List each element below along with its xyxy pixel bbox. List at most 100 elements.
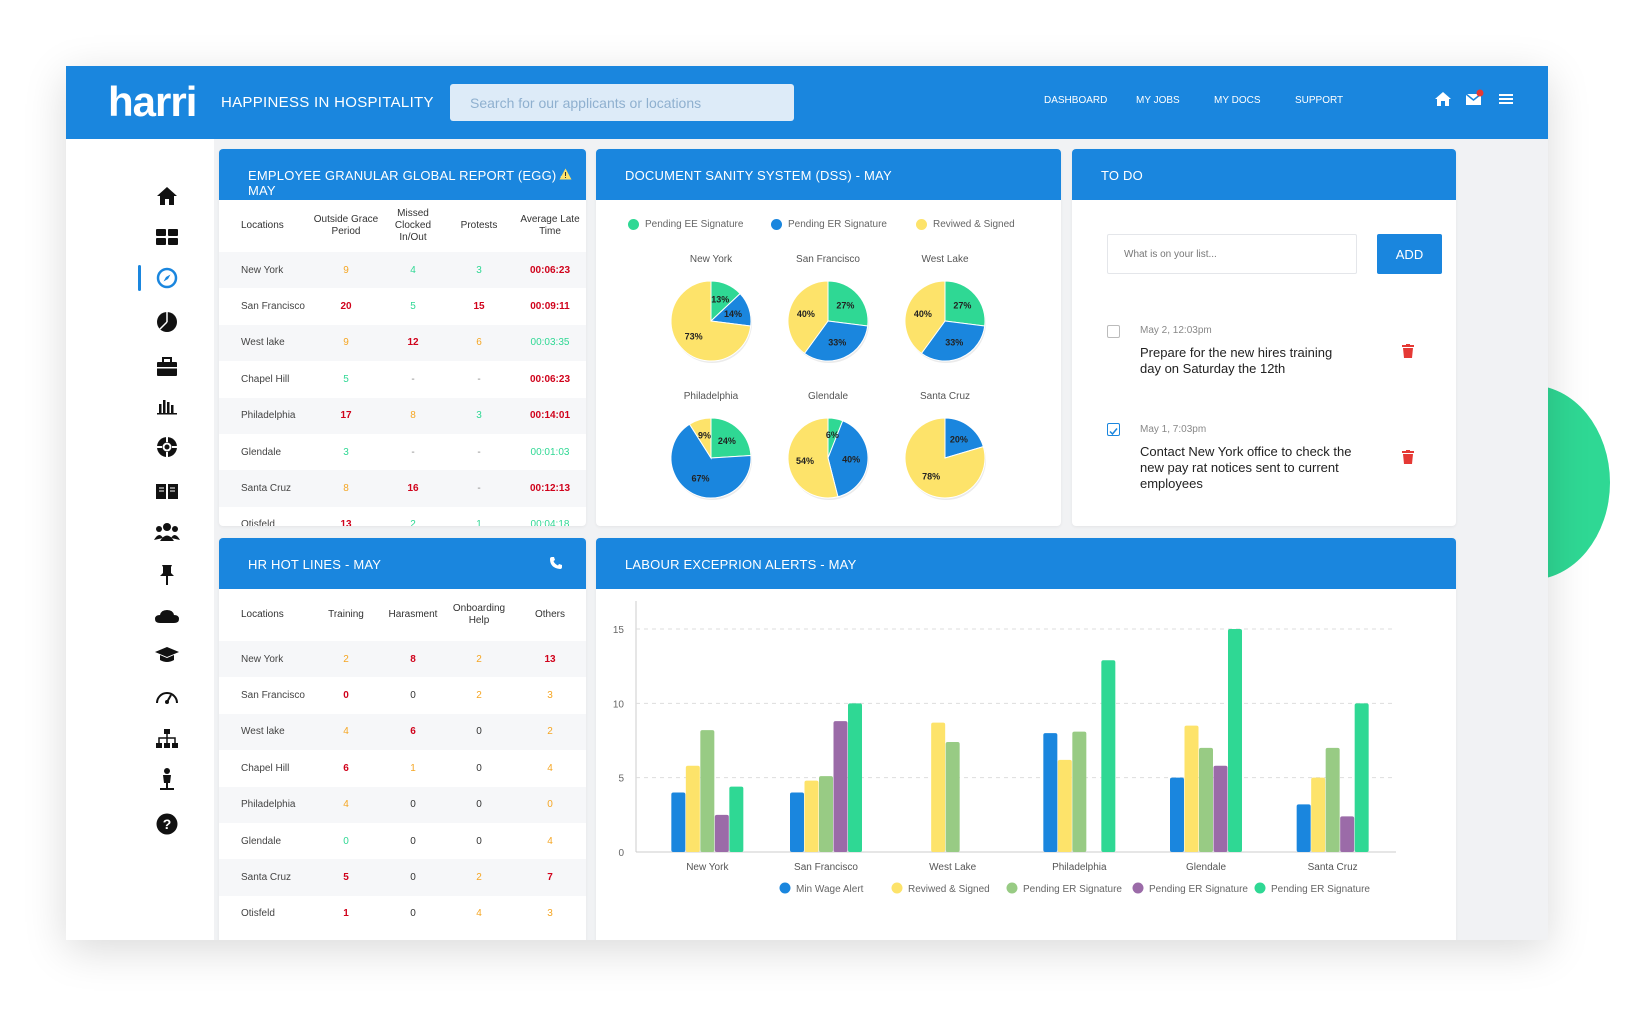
bar-philadelphia: [1101, 660, 1116, 852]
bar-glendale: [1170, 777, 1184, 852]
pie-slice: [787, 417, 839, 499]
tagline: HAPPINESS IN HOSPITALITY: [221, 94, 434, 111]
todo-title: TO DO: [1101, 168, 1143, 183]
hr-value-cell: 6: [343, 762, 349, 774]
egg-location-cell: New York: [219, 252, 310, 289]
hr-card: HR HOT LINES - MAY Locations Training Hara…: [219, 538, 586, 940]
menu-icon[interactable]: [1495, 88, 1517, 110]
legend-label: Pending ER Signature: [788, 219, 887, 231]
todo-text: Prepare for the new hires training day o…: [1140, 345, 1333, 376]
legend-label: Pending EE Signature: [645, 219, 744, 231]
app-window: harri HAPPINESS IN HOSPITALITY DASHBOARD…: [66, 66, 1548, 940]
home-icon[interactable]: [154, 183, 180, 209]
nav-support[interactable]: SUPPORT: [1295, 95, 1344, 106]
x-tick-label: New York: [686, 862, 729, 873]
todo-checkbox-checked[interactable]: [1107, 423, 1120, 436]
trash-icon[interactable]: [1402, 344, 1414, 358]
hr-value-cell: 2: [476, 690, 482, 702]
hr-value-cell: 2: [444, 641, 514, 678]
org-chart-icon[interactable]: [154, 726, 180, 752]
egg-value-cell: 8: [382, 397, 444, 434]
legend-dot: [771, 219, 782, 230]
pie-slice-label: 27%: [953, 301, 971, 311]
bar-west-lake: [931, 722, 946, 852]
pie-slice: [944, 280, 986, 327]
briefcase-icon[interactable]: [154, 354, 180, 380]
speedometer-icon[interactable]: [154, 684, 180, 710]
help-icon[interactable]: ?: [154, 811, 180, 837]
pie-slice-label: 24%: [718, 436, 736, 446]
hr-table-row: Chapel Hill 6 1 0 4: [219, 750, 586, 786]
pie-slice: [670, 423, 752, 499]
bar-west-lake: [945, 741, 960, 852]
y-tick-label: 0: [618, 848, 624, 859]
compass-icon[interactable]: [154, 265, 180, 291]
hr-value-cell: 4: [547, 762, 553, 774]
pie-slice: [827, 280, 869, 327]
nav-dashboard[interactable]: DASHBOARD: [1044, 95, 1108, 106]
egg-location-cell: San Francisco: [241, 301, 305, 313]
egg-value-cell: 13: [340, 519, 352, 526]
bar-santa-cruz: [1311, 777, 1326, 852]
bar-chart-icon[interactable]: [154, 393, 180, 419]
hr-value-cell: 0: [382, 786, 444, 823]
hr-col-header: Others: [534, 609, 565, 620]
phone-icon[interactable]: [549, 556, 563, 570]
search-input[interactable]: [450, 84, 794, 121]
egg-col-header: Average Late Time: [520, 214, 580, 237]
hr-title: HR HOT LINES - MAY: [248, 557, 382, 572]
hr-table-row: San Francisco 0 0 2 3: [219, 677, 586, 713]
grid-icon[interactable]: [154, 224, 180, 250]
egg-card-header: EMPLOYEE GRANULAR GLOBAL REPORT (EGG) - …: [219, 149, 586, 200]
mail-icon[interactable]: [1463, 88, 1485, 110]
egg-value-cell: 3: [444, 252, 514, 289]
egg-table: Locations Outside Grace Period Missed Cloc…: [219, 200, 586, 526]
lifebuoy-icon[interactable]: [154, 434, 180, 460]
hr-value-cell: 0: [444, 786, 514, 823]
harri-logo[interactable]: harri: [108, 78, 197, 125]
hr-card-header: HR HOT LINES - MAY: [219, 538, 586, 589]
pie-chart-icon[interactable]: [154, 309, 180, 335]
pie-label: Glendale: [807, 391, 849, 402]
egg-value-cell: 17: [310, 397, 382, 434]
book-icon[interactable]: [154, 478, 180, 504]
pie-slice: [710, 417, 752, 459]
dss-legend-reviewed: Reviwed & Signed: [916, 219, 1015, 230]
egg-location-cell: Otisfeld: [241, 519, 275, 526]
egg-value-cell: 2: [410, 519, 416, 526]
bar-glendale: [1199, 747, 1213, 852]
labour-card: LABOUR EXCEPRION ALERTS - MAY 0 5 10 15 New …: [596, 538, 1456, 940]
legend-label: Min Wage Alert: [796, 884, 864, 895]
todo-input[interactable]: [1107, 234, 1357, 274]
home-icon[interactable]: [1432, 88, 1454, 110]
graduation-icon[interactable]: [154, 642, 180, 668]
nav-my-jobs[interactable]: MY JOBS: [1136, 95, 1180, 106]
hr-value-cell: 3: [547, 690, 553, 702]
pin-icon[interactable]: [154, 562, 180, 588]
hr-value-cell: 0: [410, 690, 416, 702]
add-button[interactable]: ADD: [1377, 234, 1442, 274]
hr-table-row: Santa Cruz 5 0 2 7: [219, 859, 586, 896]
trash-icon[interactable]: [1402, 450, 1414, 464]
egg-table-row: Santa Cruz 8 16-00:12:13: [219, 470, 586, 507]
egg-value-cell: 4: [382, 252, 444, 289]
hr-location-cell: Otisfeld: [241, 908, 275, 920]
egg-col-header: Protests: [460, 220, 498, 231]
pie-slice-label: 78%: [922, 472, 940, 482]
todo-checkbox[interactable]: [1107, 325, 1120, 338]
legend-dot: [916, 219, 927, 230]
sidebar: ?: [66, 139, 214, 940]
legend-label: Reviwed & Signed: [933, 219, 1015, 231]
egg-value-cell: 9: [310, 252, 382, 289]
egg-table-row: Otisfeld 13 2 1 00:04:18: [219, 507, 586, 526]
dss-legend-pending-ee: Pending EE Signature: [628, 219, 743, 230]
users-icon[interactable]: [154, 519, 180, 545]
pie-slice: [688, 417, 712, 460]
cloud-icon[interactable]: [154, 603, 180, 629]
hr-location-cell: Glendale: [241, 835, 282, 847]
person-icon[interactable]: [154, 766, 180, 792]
nav-my-docs[interactable]: MY DOCS: [1214, 95, 1261, 106]
svg-text:?: ?: [163, 816, 172, 832]
pie-slice: [670, 280, 752, 362]
pie-slice: [920, 320, 986, 362]
